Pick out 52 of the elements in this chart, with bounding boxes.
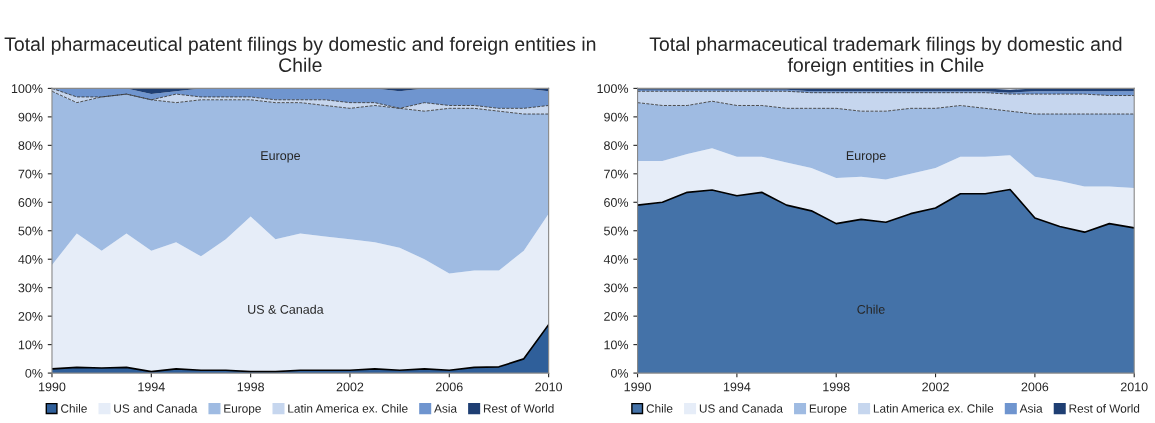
y-tick-label: 0%	[610, 368, 629, 378]
legend-label: Latin America ex. Chile	[288, 404, 408, 413]
x-tick-label: 1990	[624, 382, 651, 392]
legend-label: US and Canada	[114, 404, 198, 413]
y-tick-label: 10%	[18, 340, 43, 350]
y-tick-label: 20%	[604, 311, 629, 321]
legend-label: Chile	[646, 404, 673, 413]
legend-label: Rest of World	[1069, 404, 1140, 413]
y-tick-label: 60%	[18, 198, 43, 207]
legend-label: Latin America ex. Chile	[873, 404, 994, 413]
x-tick-label: 2010	[535, 382, 563, 392]
y-tick-label: 0%	[25, 368, 43, 378]
y-tick-label: 100%	[597, 84, 629, 94]
legend-label: US and Canada	[699, 404, 783, 413]
x-tick-label: 2010	[1120, 382, 1148, 392]
x-tick-label: 1990	[39, 382, 66, 392]
y-tick-label: 40%	[603, 255, 629, 264]
y-tick-label: 80%	[604, 141, 629, 150]
x-tick-label: 1998	[823, 382, 850, 392]
legend-label: Europe	[809, 404, 847, 416]
legend-label: Chile	[61, 404, 87, 413]
y-tick-label: 20%	[18, 311, 43, 321]
chart-title: Total pharmaceutical patent filings by domestic and foreign entities in Chile	[4, 36, 596, 72]
y-tick-label: 70%	[18, 169, 43, 179]
y-tick-label: 50%	[604, 226, 629, 236]
annotation: Chile	[857, 304, 885, 314]
y-tick-label: 30%	[603, 283, 629, 293]
y-tick-label: 100%	[11, 84, 43, 94]
x-tick-label: 2006	[1021, 382, 1049, 392]
x-tick-label: 2002	[336, 382, 364, 392]
legend-label: Asia	[434, 404, 458, 413]
annotation: Europe	[261, 151, 301, 163]
annotation: US & Canada	[248, 304, 324, 314]
y-tick-label: 50%	[18, 226, 43, 236]
annotation: Europe	[846, 151, 886, 163]
legend-label: Rest of World	[483, 404, 554, 413]
x-tick-label: 1994	[138, 382, 165, 392]
y-tick-label: 80%	[18, 141, 43, 150]
y-tick-label: 90%	[604, 112, 629, 122]
y-tick-label: 60%	[604, 198, 629, 207]
y-tick-label: 10%	[604, 340, 629, 350]
legend-label: Europe	[224, 404, 261, 416]
chart-title: Total pharmaceutical trademark filings by domestic and foreign entities in Chile	[649, 36, 1122, 76]
y-tick-label: 90%	[18, 112, 43, 122]
x-tick-label: 1994	[723, 382, 751, 392]
legend-label: Asia	[1019, 404, 1043, 413]
x-tick-label: 2006	[436, 382, 463, 392]
y-tick-label: 70%	[604, 169, 629, 179]
x-tick-label: 1998	[237, 382, 264, 392]
y-tick-label: 40%	[18, 255, 43, 264]
x-tick-label: 2002	[922, 382, 949, 392]
y-tick-label: 30%	[18, 283, 43, 293]
